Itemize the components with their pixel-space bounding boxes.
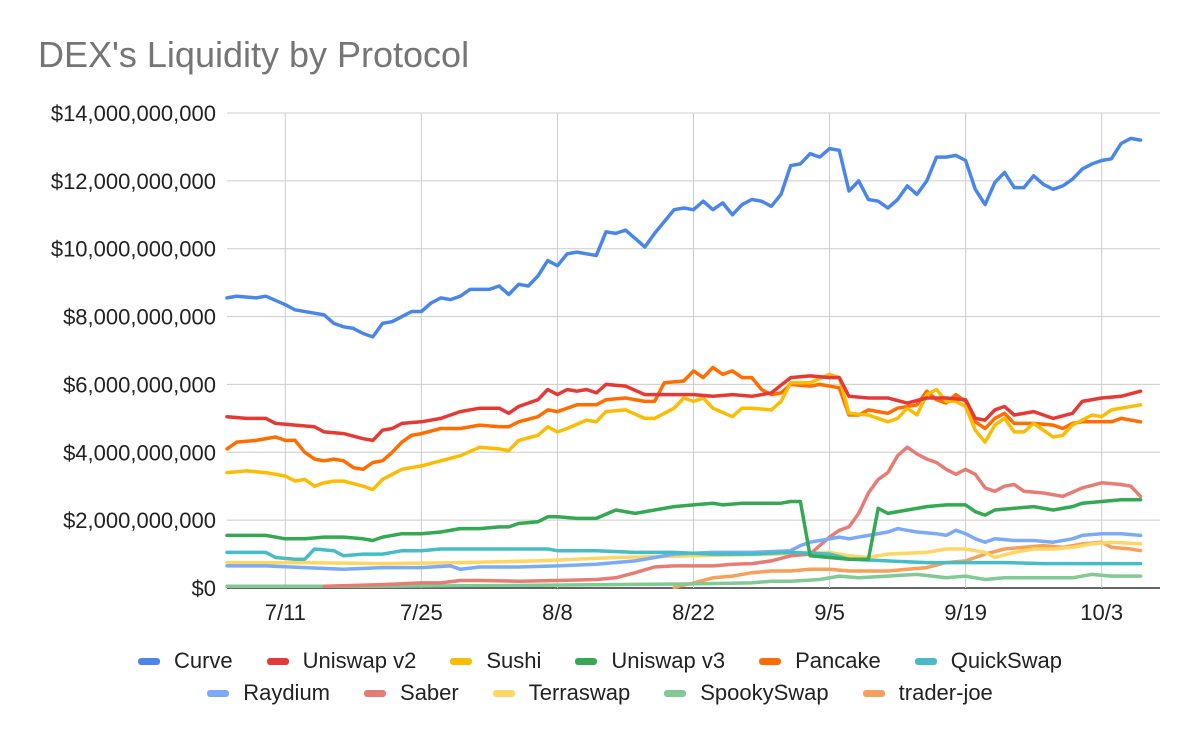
legend-swatch (364, 689, 387, 697)
series-line-saber (322, 445, 1143, 589)
series-line-terraswap (225, 540, 1143, 566)
y-tick-label: $2,000,000,000 (63, 508, 216, 533)
legend-swatch (450, 657, 473, 665)
legend-item-raydium: Raydium (207, 680, 330, 706)
legend-item-pancake: Pancake (759, 648, 881, 674)
gridlines (227, 112, 1160, 589)
legend-label: QuickSwap (950, 648, 1063, 673)
legend-label: Sushi (486, 648, 542, 673)
legend-swatch (575, 657, 598, 665)
series-line-pancake (225, 365, 1143, 472)
legend-label: Pancake (795, 648, 881, 673)
x-tick-label: 9/5 (814, 600, 845, 625)
x-tick-label: 7/25 (400, 600, 443, 625)
x-tick-label: 8/8 (542, 600, 573, 625)
series-line-sushi (225, 372, 1143, 492)
legend-label: Curve (173, 648, 233, 673)
x-tick-label: 8/22 (672, 600, 715, 625)
legend-swatch (664, 689, 687, 697)
legend-label: Saber (400, 680, 459, 705)
legend-label: Terraswap (528, 680, 631, 705)
legend-swatch (207, 689, 230, 697)
y-tick-label: $4,000,000,000 (63, 440, 216, 465)
x-tick-label: 9/19 (944, 600, 987, 625)
series-line-uniswap-v3 (225, 498, 1143, 561)
legend-item-curve: Curve (137, 648, 233, 674)
legend-label: Uniswap v3 (611, 648, 726, 673)
chart-title: DEX's Liquidity by Protocol (38, 34, 470, 75)
series-line-spookyswap (225, 572, 1143, 589)
legend-row: Curve Uniswap v2 Sushi Uniswap v3 Pancake Qui… (0, 648, 1200, 674)
y-tick-label: $12,000,000,000 (51, 169, 216, 194)
series-line-raydium (225, 526, 1143, 572)
series-line-quickswap (225, 547, 1143, 566)
legend-swatch (914, 657, 937, 665)
legend-swatch (266, 657, 289, 665)
legend-item-quickswap: QuickSwap (914, 648, 1063, 674)
legend-swatch (137, 657, 160, 665)
legend-swatch (492, 689, 515, 697)
legend-item-sushi: Sushi (450, 648, 541, 674)
x-tick-label: 10/3 (1080, 600, 1123, 625)
legend-label: SpookySwap (700, 680, 829, 705)
series-line-curve (225, 136, 1143, 339)
x-tick-label: 7/11 (265, 600, 306, 625)
legend-item-uniswap-v3: Uniswap v3 (575, 648, 725, 674)
y-tick-label: $8,000,000,000 (63, 305, 216, 330)
legend-swatch (862, 689, 885, 697)
series-line-uniswap-v2 (225, 374, 1143, 443)
legend-label: Raydium (243, 680, 331, 705)
legend-item-terraswap: Terraswap (492, 680, 631, 706)
legend-item-trader-joe: trader-joe (862, 680, 993, 706)
axis-ticks: $0 $2,000,000,000 $4,000,000,000 $6,000,000… (51, 101, 1123, 625)
legend-label: Uniswap v2 (302, 648, 417, 673)
legend-item-uniswap-v2: Uniswap v2 (266, 648, 417, 674)
legend-row: Raydium Saber Terraswap SpookySwap trader-jo… (0, 680, 1200, 706)
y-tick-label: $14,000,000,000 (51, 101, 216, 126)
legend-item-spookyswap: SpookySwap (664, 680, 829, 706)
y-tick-label: $6,000,000,000 (63, 372, 216, 397)
y-tick-label: $10,000,000,000 (51, 237, 216, 262)
legend-swatch (759, 657, 782, 665)
series-lines (225, 136, 1143, 590)
legend-label: trader-joe (898, 680, 993, 705)
legend-item-saber: Saber (364, 680, 459, 706)
y-tick-label: $0 (192, 576, 216, 601)
